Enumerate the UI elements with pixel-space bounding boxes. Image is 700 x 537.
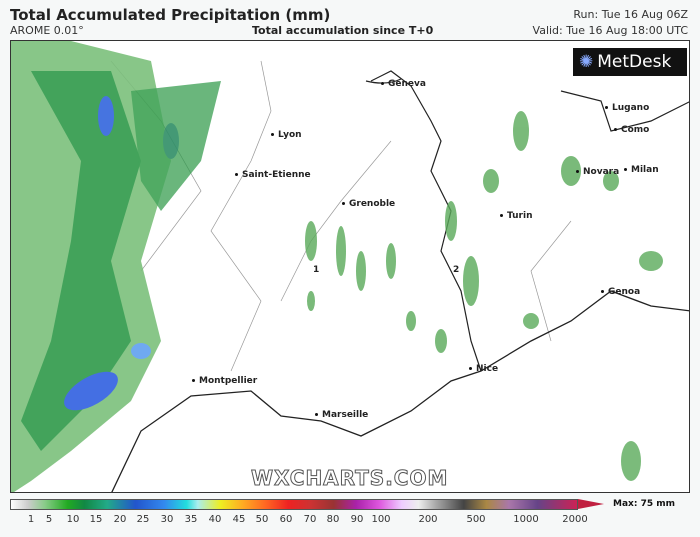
- city-marseille: Marseille: [315, 410, 368, 420]
- metdesk-logo: ✺ MetDesk: [573, 48, 687, 76]
- metdesk-logo-text: MetDesk: [597, 52, 672, 72]
- city-milan: Milan: [624, 165, 659, 175]
- legend-tick-label: 45: [232, 514, 246, 525]
- precip-scattered-cells: [305, 111, 663, 481]
- precip-heavy-band-west: [11, 41, 221, 492]
- city-como: Como: [614, 125, 649, 135]
- legend-tick-label: 70: [303, 514, 317, 525]
- legend-tick-label: 80: [326, 514, 340, 525]
- legend-tick-label: 1000: [513, 514, 539, 525]
- city-saint-etienne: Saint-Etienne: [235, 170, 311, 180]
- city-genoa: Genoa: [601, 287, 640, 297]
- city-lugano: Lugano: [605, 103, 649, 113]
- legend-tick-label: 15: [89, 514, 103, 525]
- legend-tick-label: 60: [279, 514, 293, 525]
- city-nice: Nice: [469, 364, 498, 374]
- city-turin: Turin: [500, 211, 533, 221]
- legend-tick-label: 5: [45, 514, 53, 525]
- city-lyon: Lyon: [271, 130, 302, 140]
- run-time: Run: Tue 16 Aug 06Z: [573, 8, 688, 21]
- legend-tick-label: 20: [113, 514, 127, 525]
- chart-title: Total Accumulated Precipitation (mm): [10, 6, 331, 24]
- valid-time: Valid: Tue 16 Aug 18:00 UTC: [532, 24, 688, 37]
- legend-tick-label: 90: [350, 514, 364, 525]
- legend-tick-label: 200: [418, 514, 438, 525]
- legend-tick-label: 500: [466, 514, 486, 525]
- legend-tick-label: 10: [66, 514, 80, 525]
- chart-subtitle: Total accumulation since T+0: [252, 24, 434, 37]
- legend-tick-label: 50: [255, 514, 269, 525]
- metdesk-logo-icon: ✺: [579, 52, 594, 72]
- city-geneva: Geneva: [381, 79, 426, 89]
- legend-tick-label: 40: [208, 514, 222, 525]
- legend-tick-label: 2000: [562, 514, 588, 525]
- city-grenoble: Grenoble: [342, 199, 395, 209]
- legend-colorbar: [10, 499, 578, 510]
- legend-tick-label: 25: [136, 514, 150, 525]
- map-area[interactable]: Geneva Lyon Saint-Etienne Grenoble Turin…: [10, 40, 690, 493]
- legend-max: Max: 75 mm: [613, 499, 675, 509]
- marker-2: 2: [453, 265, 460, 275]
- map-canvas: [11, 41, 689, 492]
- legend-tick-label: 1: [27, 514, 35, 525]
- legend-tick-label: 30: [160, 514, 174, 525]
- coastline: [111, 290, 689, 492]
- watermark: WXCHARTS.COM: [250, 466, 449, 491]
- model-label: AROME 0.01°: [10, 24, 84, 37]
- legend-tick-label: 100: [371, 514, 391, 525]
- city-montpellier: Montpellier: [192, 376, 257, 386]
- legend-tick-label: 35: [184, 514, 198, 525]
- city-novara: Novara: [576, 167, 619, 177]
- marker-1: 1: [313, 265, 320, 275]
- legend-arrow-icon: [578, 499, 604, 509]
